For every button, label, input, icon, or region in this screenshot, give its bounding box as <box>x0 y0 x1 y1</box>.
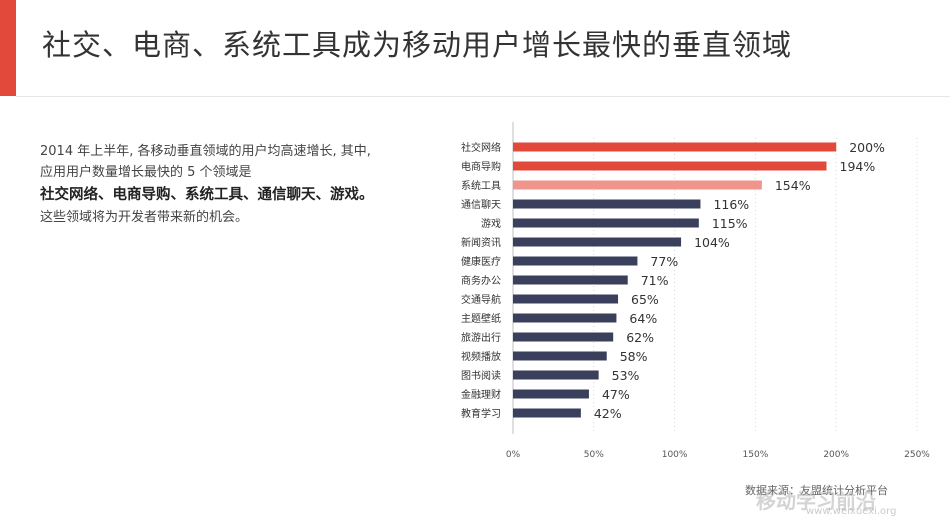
bar <box>513 180 762 190</box>
description-highlight: 社交网络、电商导购、系统工具、通信聊天、游戏。 <box>40 187 374 203</box>
category-label: 系统工具 <box>461 179 501 192</box>
value-label: 116% <box>713 197 749 212</box>
data-source-note: 数据来源：友盟统计分析平台 <box>745 484 888 497</box>
category-label: 商务办公 <box>461 274 501 287</box>
value-label: 64% <box>629 311 657 326</box>
watermark-text: 移动学习前沿 <box>756 489 876 513</box>
bar <box>513 294 619 304</box>
x-tick-label: 0% <box>506 450 521 460</box>
bar <box>513 332 614 342</box>
x-tick-label: 250% <box>904 450 930 460</box>
description-line-4: 这些领域将为开发者带来新的机会。 <box>40 210 249 225</box>
value-label: 58% <box>620 349 648 364</box>
bar <box>513 313 617 323</box>
bar <box>513 199 701 209</box>
category-label: 主题壁纸 <box>461 312 501 325</box>
category-label: 社交网络 <box>461 141 501 154</box>
value-label: 71% <box>641 273 669 288</box>
value-label: 194% <box>840 159 876 174</box>
x-tick-label: 150% <box>743 450 769 460</box>
bar <box>513 389 589 399</box>
category-label: 金融理财 <box>461 388 501 401</box>
page-title: 社交、电商、系统工具成为移动用户增长最快的垂直领域 <box>42 28 793 62</box>
title-accent-bar <box>0 0 16 96</box>
description-line-2: 应用用户数量增长最快的 5 个领域是 <box>40 165 252 180</box>
value-label: 154% <box>775 178 811 193</box>
value-label: 42% <box>594 406 622 421</box>
value-label: 115% <box>712 216 748 231</box>
x-tick-label: 50% <box>584 450 604 460</box>
bar <box>513 351 607 361</box>
watermark-url: www.weixuexi.org <box>806 506 897 517</box>
value-label: 53% <box>612 368 640 383</box>
x-tick-label: 200% <box>823 450 849 460</box>
bar <box>513 142 837 152</box>
category-label: 教育学习 <box>461 407 501 420</box>
category-label: 交通导航 <box>461 293 501 306</box>
bar <box>513 161 827 171</box>
category-label: 游戏 <box>481 217 501 230</box>
bar <box>513 370 599 380</box>
value-label: 47% <box>602 387 630 402</box>
category-label: 视频播放 <box>461 350 501 363</box>
category-label: 新闻资讯 <box>461 236 501 249</box>
bar <box>513 256 638 266</box>
x-tick-label: 100% <box>662 450 688 460</box>
value-label: 65% <box>631 292 659 307</box>
growth-bar-chart: 社交网络 200% 电商导购 194% 系统工具 154% 通信聊天 116% 游戏 115% 新闻… <box>461 122 930 460</box>
description-block: 2014 年上半年, 各移动垂直领域的用户均高速增长, 其中, 应用用户数量增长… <box>40 141 440 228</box>
category-label: 电商导购 <box>461 160 501 173</box>
category-label: 旅游出行 <box>461 331 501 344</box>
value-label: 200% <box>849 140 885 155</box>
category-label: 通信聊天 <box>461 198 501 211</box>
bar <box>513 218 699 228</box>
bar <box>513 237 682 247</box>
category-label: 图书阅读 <box>461 369 501 382</box>
bar <box>513 275 628 285</box>
bar <box>513 408 581 418</box>
title-divider <box>16 96 950 97</box>
description-line-1: 2014 年上半年, 各移动垂直领域的用户均高速增长, 其中, <box>40 144 371 159</box>
category-label: 健康医疗 <box>461 255 501 268</box>
value-label: 104% <box>694 235 730 250</box>
value-label: 77% <box>650 254 678 269</box>
value-label: 62% <box>626 330 654 345</box>
